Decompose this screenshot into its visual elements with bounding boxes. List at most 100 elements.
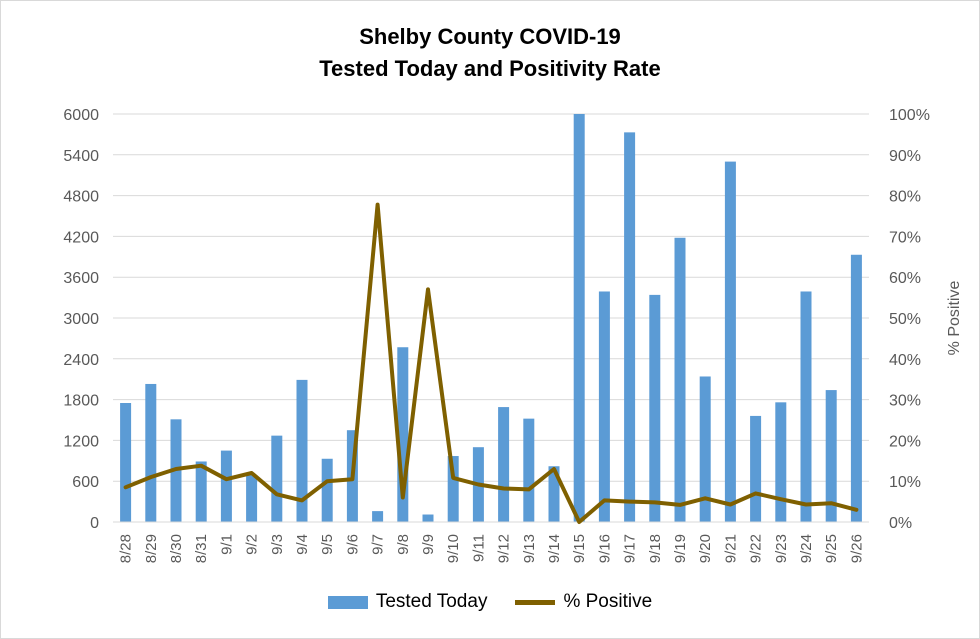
- y2-tick-label: 80%: [889, 189, 921, 206]
- x-tick-label: 9/11: [470, 534, 487, 562]
- y2-axis-label: % Positive: [946, 281, 963, 356]
- x-tick-label: 9/10: [445, 534, 462, 563]
- point-percent-positive: [251, 472, 253, 474]
- bar-tested-today: [220, 450, 232, 522]
- point-percent-positive: [225, 478, 227, 480]
- x-tick-label: 9/12: [496, 534, 513, 563]
- point-percent-positive: [855, 509, 857, 511]
- point-percent-positive: [477, 483, 479, 485]
- point-percent-positive: [326, 480, 328, 482]
- y-tick-label: 1200: [63, 433, 99, 450]
- y-tick-label: 0: [90, 515, 99, 532]
- x-tick-label: 9/15: [571, 534, 588, 563]
- x-tick-label: 9/17: [622, 534, 639, 563]
- x-tick-label: 9/6: [344, 534, 361, 555]
- line-percent-positive: [123, 202, 859, 524]
- legend-label-percent-positive: % Positive: [563, 591, 653, 612]
- bar-tested-today: [397, 347, 409, 522]
- point-percent-positive: [755, 492, 757, 494]
- bar-tested-today: [195, 461, 207, 522]
- point-percent-positive: [603, 499, 605, 501]
- x-tick-label: 9/16: [596, 534, 613, 563]
- point-percent-positive: [377, 204, 379, 206]
- x-tick-label: 9/24: [798, 534, 815, 563]
- point-percent-positive: [780, 498, 782, 500]
- point-percent-positive: [830, 502, 832, 504]
- bar-tested-today: [447, 456, 459, 522]
- bar-tested-today: [523, 418, 535, 522]
- bar-tested-today: [296, 379, 308, 522]
- y2-tick-label: 90%: [889, 148, 921, 165]
- point-percent-positive: [729, 503, 731, 505]
- bar-tested-today: [750, 415, 762, 522]
- x-tick-label: 9/26: [848, 534, 865, 563]
- x-tick-label: 8/31: [193, 534, 210, 563]
- bar-tested-today: [120, 403, 132, 522]
- bar-tested-today: [422, 514, 434, 522]
- point-percent-positive: [805, 503, 807, 505]
- bar-tested-today: [271, 435, 283, 522]
- point-percent-positive: [427, 288, 429, 290]
- point-percent-positive: [629, 501, 631, 503]
- legend-item-tested-today: Tested Today: [327, 591, 488, 613]
- y-tick-label: 600: [72, 474, 99, 491]
- bar-tested-today: [649, 294, 661, 522]
- x-tick-label: 8/30: [168, 534, 185, 563]
- point-percent-positive: [200, 465, 202, 467]
- point-percent-positive: [578, 521, 580, 523]
- bar-tested-today: [775, 402, 787, 522]
- bar-tested-today: [498, 407, 510, 522]
- y2-tick-label: 0%: [889, 515, 912, 532]
- y2-tick-label: 100%: [889, 107, 930, 124]
- point-percent-positive: [679, 504, 681, 506]
- chart-title: Shelby County COVID-19: [359, 24, 621, 49]
- bar-tested-today: [624, 132, 636, 523]
- x-tick-label: 9/21: [722, 534, 739, 563]
- y-tick-label: 4200: [63, 229, 99, 246]
- bar-tested-today: [724, 161, 736, 522]
- y-tick-label: 3600: [63, 270, 99, 287]
- bar-tested-today: [800, 291, 812, 522]
- y-tick-label: 4800: [63, 189, 99, 206]
- x-tick-label: 9/23: [773, 534, 790, 563]
- y2-tick-label: 20%: [889, 433, 921, 450]
- bar-tested-today: [598, 291, 610, 522]
- point-percent-positive: [528, 488, 530, 490]
- point-percent-positive: [704, 497, 706, 499]
- point-percent-positive: [301, 499, 303, 501]
- chart-title-block: Shelby County COVID-19 Tested Today and …: [1, 21, 979, 85]
- point-percent-positive: [654, 501, 656, 503]
- y2-tick-label: 60%: [889, 270, 921, 287]
- x-tick-label: 9/20: [697, 534, 714, 563]
- y2-tick-label: 30%: [889, 393, 921, 410]
- y-tick-label: 5400: [63, 148, 99, 165]
- point-percent-positive: [125, 486, 127, 488]
- y-tick-label: 3000: [63, 311, 99, 328]
- x-tick-label: 9/9: [420, 534, 437, 555]
- point-percent-positive: [351, 478, 353, 480]
- bar-tested-today: [674, 237, 686, 522]
- y2-tick-label: 10%: [889, 474, 921, 491]
- bar-tested-today: [548, 466, 560, 522]
- x-tick-label: 8/28: [118, 534, 135, 563]
- bar-tested-today: [372, 511, 384, 522]
- x-tick-label: 9/2: [244, 534, 261, 555]
- x-tick-label: 9/14: [546, 534, 563, 563]
- bar-tested-today: [573, 114, 585, 522]
- bar-tested-today: [699, 376, 711, 522]
- bar-tested-today: [246, 475, 258, 522]
- y2-tick-label: 50%: [889, 311, 921, 328]
- point-percent-positive: [175, 468, 177, 470]
- x-tick-label: 9/5: [319, 534, 336, 555]
- point-percent-positive: [553, 468, 555, 470]
- x-tick-label: 9/3: [269, 534, 286, 555]
- legend-label-tested-today: Tested Today: [375, 591, 488, 612]
- y-tick-label: 6000: [63, 107, 99, 124]
- y-tick-label: 2400: [63, 352, 99, 369]
- x-tick-label: 8/29: [143, 534, 160, 563]
- legend-swatch-line: [515, 599, 556, 605]
- bar-tested-today: [321, 458, 333, 522]
- chart-legend: Tested Today % Positive: [1, 591, 979, 613]
